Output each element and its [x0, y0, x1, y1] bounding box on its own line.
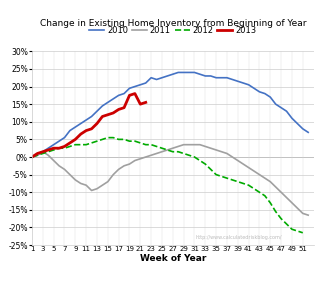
2011 [306, 213, 310, 217]
2013 [73, 138, 77, 141]
Title: Change in Existing Home Inventory from Beginning of Year: Change in Existing Home Inventory from B… [40, 19, 306, 28]
2013 [111, 111, 115, 115]
2013 [133, 92, 137, 95]
2011 [182, 143, 186, 146]
2010 [160, 76, 164, 80]
2013 [79, 133, 83, 136]
2013 [100, 115, 104, 118]
2012 [230, 178, 234, 182]
2011 [52, 159, 56, 162]
2011 [160, 150, 164, 153]
2013 [106, 113, 110, 117]
2012 [30, 155, 34, 159]
2013 [46, 148, 50, 152]
2013 [128, 94, 132, 97]
2010 [306, 131, 310, 134]
2010 [128, 87, 132, 90]
2010 [214, 76, 218, 80]
Text: http://www.calculatedriskblog.com/: http://www.calculatedriskblog.com/ [195, 235, 282, 240]
2012 [301, 231, 305, 235]
2010 [176, 71, 180, 74]
2013 [52, 146, 56, 150]
2010 [30, 155, 34, 159]
2013 [138, 102, 142, 106]
2013 [122, 106, 126, 109]
2011 [128, 162, 132, 166]
2011 [204, 145, 207, 148]
2013 [41, 150, 45, 153]
Line: 2010: 2010 [32, 72, 308, 157]
Line: 2013: 2013 [32, 93, 146, 157]
2012 [214, 173, 218, 176]
2013 [84, 129, 88, 132]
2013 [63, 145, 67, 148]
2011 [30, 155, 34, 159]
2013 [117, 108, 121, 111]
2013 [68, 141, 72, 144]
Line: 2011: 2011 [32, 145, 308, 215]
2010 [290, 117, 294, 120]
2013 [36, 152, 39, 155]
2012 [295, 229, 299, 233]
2013 [90, 127, 93, 131]
2013 [30, 155, 34, 159]
Legend: 2010, 2011, 2012, 2013: 2010, 2011, 2012, 2013 [86, 23, 260, 38]
2010 [52, 143, 56, 146]
2012 [90, 141, 93, 144]
2011 [290, 201, 294, 205]
2012 [106, 136, 110, 139]
2012 [122, 138, 126, 141]
Line: 2012: 2012 [32, 138, 303, 233]
2010 [204, 74, 207, 78]
2013 [144, 101, 148, 104]
2013 [57, 146, 61, 150]
2012 [117, 138, 121, 141]
2011 [214, 148, 218, 152]
2013 [95, 122, 99, 125]
X-axis label: Week of Year: Week of Year [140, 254, 206, 263]
